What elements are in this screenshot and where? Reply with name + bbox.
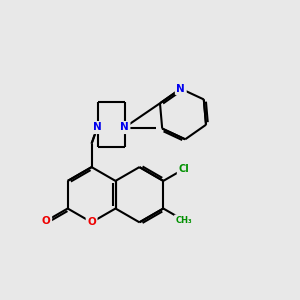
Text: CH₃: CH₃ — [175, 216, 192, 225]
Text: N: N — [120, 122, 129, 133]
Text: N: N — [93, 122, 102, 133]
Text: O: O — [42, 216, 51, 226]
Text: Cl: Cl — [178, 164, 189, 174]
Text: O: O — [87, 217, 96, 227]
Text: N: N — [176, 84, 185, 94]
